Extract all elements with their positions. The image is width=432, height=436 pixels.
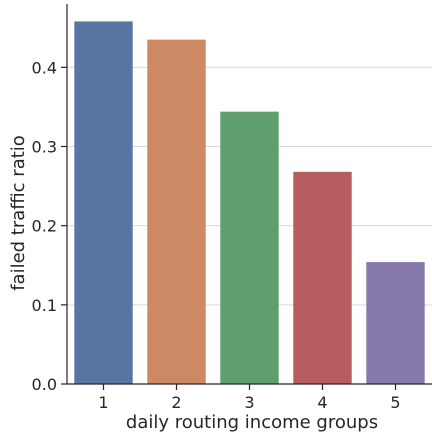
y-tick-label: 0.0 [32,375,57,394]
y-tick-label: 0.1 [32,296,57,315]
x-tick-label: 1 [98,393,108,412]
bars [74,21,425,385]
y-axis-ticks: 0.0 0.1 0.2 0.3 0.4 [32,58,67,394]
y-axis-label: failed traffic ratio [8,135,29,291]
x-tick-label: 5 [390,393,400,412]
bar-2 [147,39,206,384]
bar-4 [293,171,352,384]
y-tick-label: 0.2 [32,217,57,236]
bar-3 [220,111,279,385]
y-tick-label: 0.3 [32,138,57,157]
x-tick-label: 2 [171,393,181,412]
bar-5 [366,262,425,384]
x-axis-ticks: 1 2 3 4 5 [98,384,401,412]
x-tick-label: 3 [244,393,254,412]
x-axis-label: daily routing income groups [126,412,378,433]
bar-1 [74,21,133,385]
x-tick-label: 4 [317,393,327,412]
y-tick-label: 0.4 [32,58,57,77]
